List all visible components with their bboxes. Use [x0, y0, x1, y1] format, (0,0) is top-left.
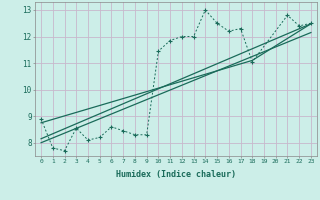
X-axis label: Humidex (Indice chaleur): Humidex (Indice chaleur)	[116, 170, 236, 179]
